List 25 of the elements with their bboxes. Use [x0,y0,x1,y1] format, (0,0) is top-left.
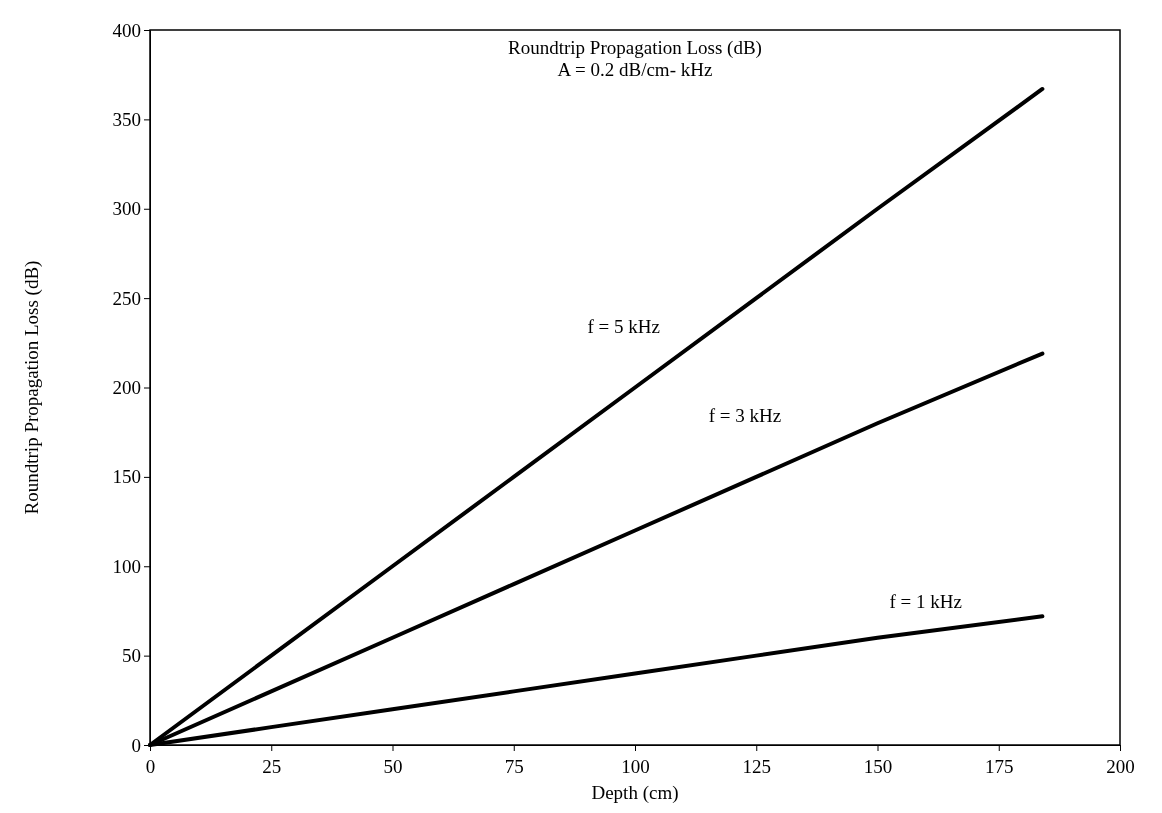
y-tick-label: 200 [112,377,141,399]
series-label: f = 5 kHz [587,315,660,337]
x-tick-label: 75 [504,756,524,777]
series-label: f = 1 kHz [889,590,962,612]
x-tick-label: 175 [985,756,1014,777]
y-tick-label: 300 [112,198,141,220]
x-tick-label: 200 [1106,756,1135,777]
x-tick-label: 0 [145,756,156,777]
y-tick-label: 100 [112,555,141,577]
y-tick-label: 250 [112,287,141,309]
x-tick-label: 50 [383,756,403,777]
x-tick-label: 125 [742,756,771,777]
x-tick-label: 100 [621,756,650,777]
y-tick-label: 350 [112,108,141,130]
y-tick-label: 150 [112,466,141,488]
chart-title: Roundtrip Propagation Loss (dB) [508,37,762,59]
y-tick-label: 400 [112,19,141,41]
x-axis-title: Depth (cm) [591,782,679,804]
x-tick-label: 150 [863,756,893,777]
y-tick-label: 50 [122,645,141,667]
y-axis-title: Roundtrip Propagation Loss (dB) [21,260,43,515]
text: A = 0.2 dB/cm- kHz [557,59,713,80]
series-label: f = 3 kHz [708,404,782,426]
y-tick-label: 0 [131,734,141,756]
x-tick-label: 25 [262,756,282,777]
